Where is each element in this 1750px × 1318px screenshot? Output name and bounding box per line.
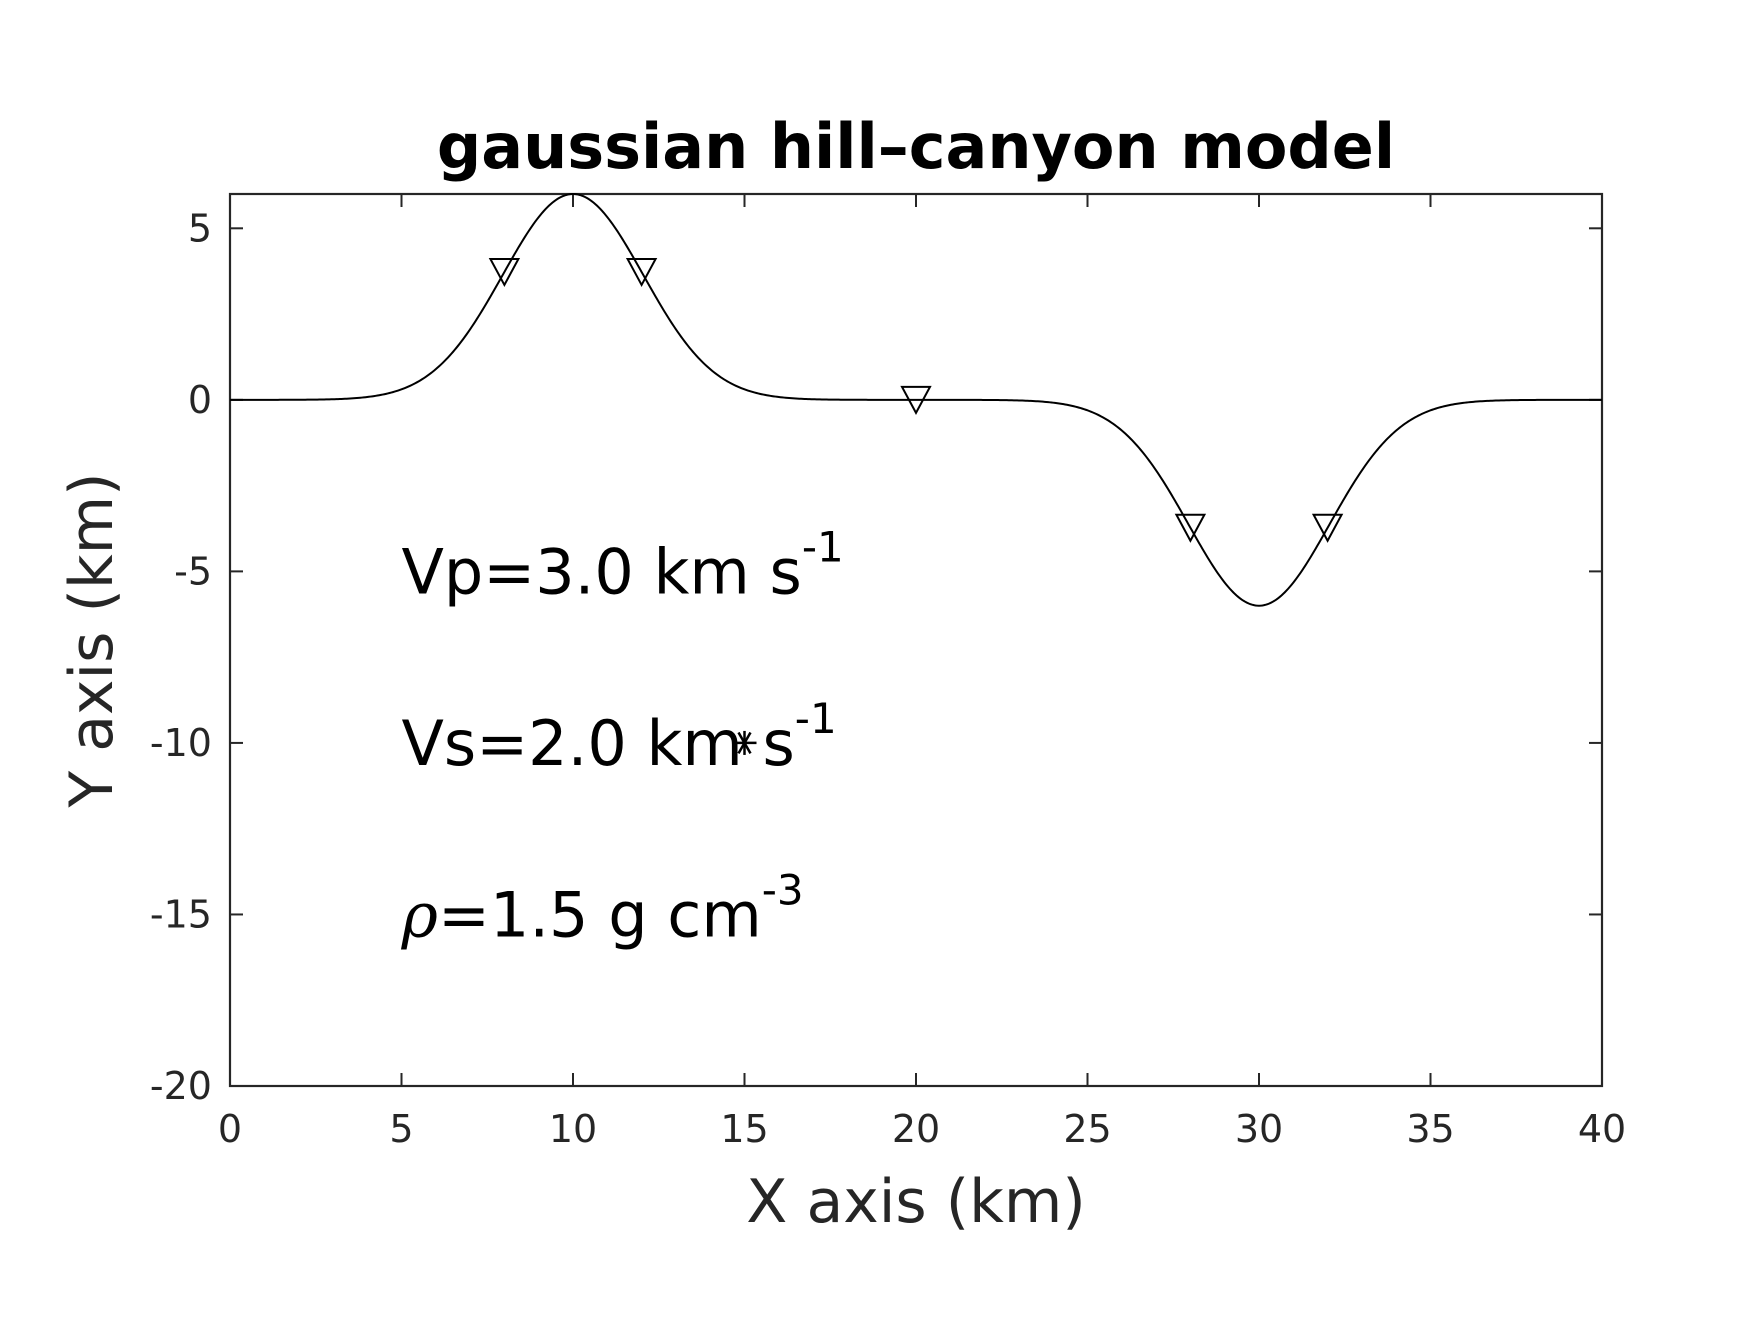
plot-area: 0 5 10 15 20 25 30 35 40 -20 -15 -10 -5 0 5 Vp=3.0 km s… — [57, 110, 1626, 1237]
annotation-main: =1.5 g cm — [438, 878, 762, 951]
chart-title: gaussian hill–canyon model — [437, 110, 1395, 183]
annotation-symbol: ρ — [401, 878, 438, 951]
receiver-marker — [1311, 513, 1344, 543]
annotation-text: Vs=2.0 km s-1 — [402, 694, 837, 780]
annotation-text: ρ=1.5 g cm-3 — [401, 865, 804, 951]
annotation-superscript: -1 — [802, 522, 844, 571]
x-tick-label: 35 — [1406, 1107, 1454, 1151]
y-tick-label: -20 — [150, 1064, 212, 1108]
y-tick-label: -10 — [150, 721, 212, 765]
surface-line — [230, 192, 1602, 607]
receiver-marker — [1174, 513, 1207, 543]
y-tick-label: 5 — [188, 206, 212, 250]
annotation-superscript: -1 — [795, 694, 837, 743]
x-tick-label: 0 — [218, 1107, 242, 1151]
x-axis-title: X axis (km) — [746, 1167, 1085, 1237]
y-axis-title: Y axis (km) — [57, 472, 127, 808]
x-tick-label: 40 — [1578, 1107, 1626, 1151]
x-tick-label: 5 — [389, 1107, 413, 1151]
x-tick-label: 10 — [549, 1107, 597, 1151]
x-tick-label: 20 — [892, 1107, 940, 1151]
source-marker — [732, 730, 757, 755]
y-tick-label: 0 — [188, 378, 212, 422]
x-tick-label: 30 — [1235, 1107, 1283, 1151]
receiver-marker — [488, 257, 521, 288]
x-tick-label: 25 — [1063, 1107, 1111, 1151]
annotation-main: Vp=3.0 km s — [402, 535, 802, 608]
y-tick-label: -5 — [174, 549, 212, 593]
annotation-text: Vp=3.0 km s-1 — [402, 522, 844, 608]
receiver-marker — [625, 257, 658, 288]
annotation-superscript: -3 — [762, 865, 804, 914]
x-tick-label: 15 — [720, 1107, 768, 1151]
receiver-marker — [900, 385, 932, 415]
annotation-main: Vs=2.0 km s — [402, 707, 795, 780]
y-tick-label: -15 — [150, 892, 212, 936]
